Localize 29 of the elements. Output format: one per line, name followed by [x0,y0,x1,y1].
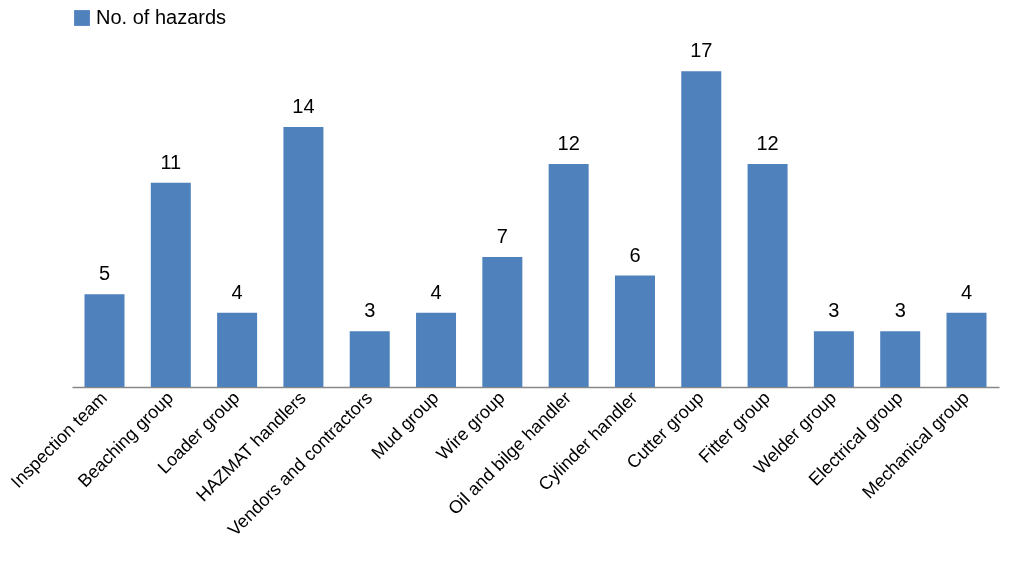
bar [548,164,589,387]
data-label: 3 [364,299,376,322]
legend-label: No. of hazards [96,6,227,28]
bar [217,312,258,387]
bar [747,164,788,387]
bar [813,331,854,387]
data-label: 4 [430,280,442,303]
bar [482,256,523,387]
data-label: 3 [894,299,906,322]
data-label: 4 [231,280,243,303]
data-label: 12 [756,132,779,155]
bar [880,331,921,387]
data-label: 4 [960,280,973,303]
bar [150,182,191,387]
bar [681,71,722,387]
data-label: 5 [98,262,111,285]
bar [349,331,390,387]
data-label: 3 [828,299,840,322]
bar [946,312,987,387]
bar [84,294,125,387]
bar [416,312,457,387]
data-label: 17 [690,39,713,62]
data-label: 14 [292,94,315,117]
bar [614,275,655,387]
data-label: 11 [160,150,182,173]
data-label: 7 [496,224,508,247]
data-label: 12 [557,132,580,155]
data-label: 6 [629,243,641,266]
bar [283,126,324,387]
